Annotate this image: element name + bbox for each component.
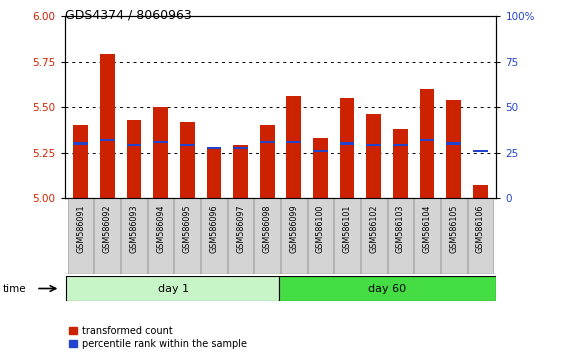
Text: GSM586091: GSM586091 xyxy=(76,204,85,253)
Bar xyxy=(73,125,88,198)
Bar xyxy=(100,54,114,198)
Bar xyxy=(73,142,88,145)
Text: GSM586105: GSM586105 xyxy=(449,204,458,253)
Bar xyxy=(153,107,168,198)
Bar xyxy=(340,142,355,145)
Bar xyxy=(260,125,274,198)
Bar xyxy=(473,185,488,198)
Bar xyxy=(287,141,301,143)
Text: GSM586093: GSM586093 xyxy=(130,204,139,253)
Text: GSM586094: GSM586094 xyxy=(156,204,165,253)
Text: time: time xyxy=(3,284,26,293)
Bar xyxy=(127,120,141,198)
Bar xyxy=(201,198,227,274)
Bar xyxy=(281,198,307,274)
Text: GSM586102: GSM586102 xyxy=(369,204,378,253)
Text: day 1: day 1 xyxy=(158,284,190,293)
Bar xyxy=(206,147,221,198)
Text: GSM586098: GSM586098 xyxy=(263,204,272,253)
Text: GSM586096: GSM586096 xyxy=(209,204,218,253)
Bar xyxy=(415,198,440,274)
Bar xyxy=(68,198,93,274)
Bar xyxy=(127,144,141,147)
Text: GSM586097: GSM586097 xyxy=(236,204,245,253)
Text: GDS4374 / 8060963: GDS4374 / 8060963 xyxy=(65,9,191,22)
Bar xyxy=(279,276,496,301)
Bar xyxy=(153,141,168,143)
Bar xyxy=(340,98,355,198)
Text: GSM586106: GSM586106 xyxy=(476,204,485,253)
Text: GSM586092: GSM586092 xyxy=(103,204,112,253)
Bar xyxy=(287,96,301,198)
Text: day 60: day 60 xyxy=(368,284,406,293)
Bar xyxy=(447,142,461,145)
Text: GSM586103: GSM586103 xyxy=(396,204,405,253)
Bar xyxy=(174,198,200,274)
Text: GSM586101: GSM586101 xyxy=(343,204,352,253)
Bar xyxy=(254,198,280,274)
Bar xyxy=(366,114,381,198)
Bar xyxy=(206,147,221,149)
Bar xyxy=(180,144,195,147)
Bar xyxy=(180,122,195,198)
Bar xyxy=(420,139,434,141)
Text: GSM586104: GSM586104 xyxy=(422,204,431,253)
Bar xyxy=(468,198,493,274)
Bar xyxy=(393,129,408,198)
Bar xyxy=(361,198,387,274)
Bar xyxy=(260,141,274,143)
Bar xyxy=(228,198,254,274)
Bar xyxy=(334,198,360,274)
Legend: transformed count, percentile rank within the sample: transformed count, percentile rank withi… xyxy=(70,326,247,349)
Bar xyxy=(441,198,467,274)
Bar xyxy=(313,138,328,198)
Bar xyxy=(94,198,120,274)
Bar xyxy=(313,150,328,152)
Bar xyxy=(393,144,408,147)
Text: GSM586099: GSM586099 xyxy=(289,204,298,253)
Bar xyxy=(473,150,488,152)
Bar xyxy=(121,198,146,274)
Bar xyxy=(388,198,413,274)
Bar xyxy=(233,147,248,149)
Text: GSM586095: GSM586095 xyxy=(183,204,192,253)
Bar xyxy=(307,198,333,274)
Bar xyxy=(148,198,173,274)
Bar xyxy=(66,276,279,301)
Bar xyxy=(100,139,114,141)
Bar xyxy=(447,100,461,198)
Bar xyxy=(420,89,434,198)
Bar xyxy=(233,145,248,198)
Bar xyxy=(366,144,381,147)
Text: GSM586100: GSM586100 xyxy=(316,204,325,253)
